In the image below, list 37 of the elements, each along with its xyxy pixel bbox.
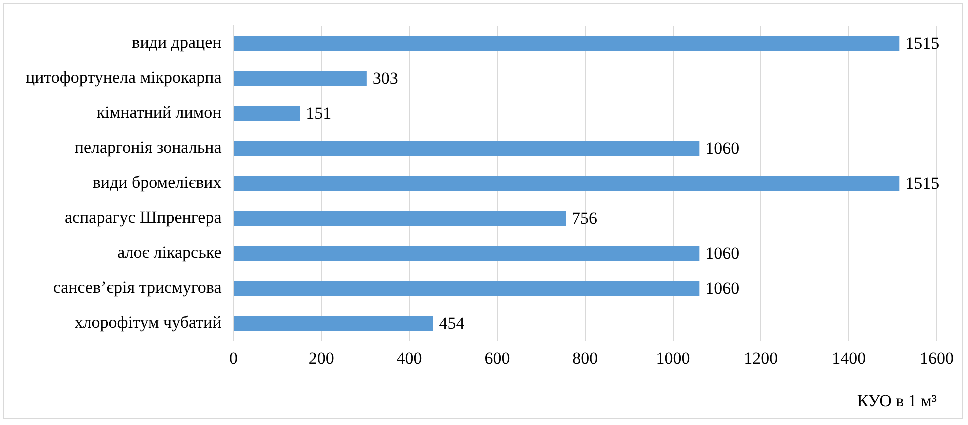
- x-tick-label: 1400: [832, 348, 866, 368]
- x-axis-title: КУО в 1 м³: [857, 391, 937, 410]
- bar: [234, 281, 700, 296]
- y-tick-label: кімнатний лимон: [96, 103, 222, 122]
- x-tick-label: 1600: [920, 348, 954, 368]
- bar: [234, 316, 434, 332]
- data-label: 1060: [706, 244, 740, 264]
- x-tick-label: 800: [572, 348, 598, 368]
- y-tick-label: сансев’єрія трисмугова: [53, 278, 222, 298]
- y-tick-label: аспарагус Шпренгера: [64, 208, 222, 228]
- y-tick-label: хлорофітум чубатий: [74, 313, 222, 332]
- data-label: 303: [372, 69, 398, 88]
- bar: [234, 176, 900, 192]
- bar: [234, 246, 700, 262]
- data-label: 1060: [706, 279, 740, 298]
- x-tick-label: 400: [396, 348, 422, 368]
- y-tick-label: пеларгонія зональна: [74, 138, 222, 158]
- bar: [234, 106, 300, 122]
- bar: [234, 36, 900, 52]
- data-label: 1515: [906, 174, 940, 194]
- bar: [234, 211, 566, 226]
- y-tick-label: види драцен: [132, 33, 222, 52]
- data-label: 151: [306, 104, 332, 124]
- data-label: 454: [439, 314, 466, 334]
- bar: [234, 141, 700, 156]
- x-tick-label: 1000: [656, 348, 690, 368]
- y-tick-label: види бромелієвих: [92, 173, 222, 192]
- x-tick-label: 1200: [744, 348, 778, 368]
- bar: [234, 71, 367, 86]
- data-label: 1060: [706, 139, 740, 158]
- data-label: 1515: [906, 34, 940, 54]
- y-tick-label: алоє лікарське: [118, 243, 222, 262]
- y-tick-label: цитофортунела мікрокарпа: [26, 68, 222, 88]
- data-label: 756: [572, 209, 598, 228]
- x-tick-label: 200: [308, 348, 334, 368]
- x-tick-label: 600: [484, 348, 510, 368]
- x-tick-label: 0: [230, 348, 238, 368]
